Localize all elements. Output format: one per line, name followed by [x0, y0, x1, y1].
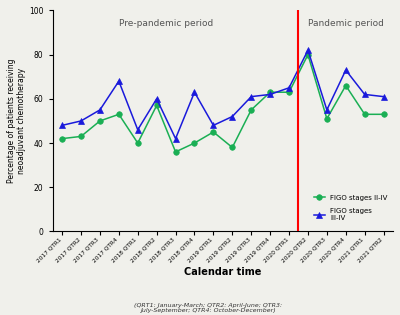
- FIGO stages
III-IV: [362, 93, 367, 96]
- FIGO stages
III-IV: [154, 97, 159, 101]
- FIGO stages II-IV: [98, 119, 102, 123]
- FIGO stages II-IV: [343, 84, 348, 88]
- FIGO stages
III-IV: [192, 90, 197, 94]
- FIGO stages
III-IV: [249, 95, 254, 99]
- FIGO stages
III-IV: [60, 123, 64, 127]
- FIGO stages II-IV: [60, 137, 64, 140]
- FIGO stages II-IV: [362, 112, 367, 116]
- FIGO stages
III-IV: [79, 119, 84, 123]
- FIGO stages II-IV: [230, 146, 235, 149]
- FIGO stages
III-IV: [343, 68, 348, 72]
- FIGO stages
III-IV: [287, 86, 292, 90]
- Legend: FIGO stages II-IV, FIGO stages
III-IV: FIGO stages II-IV, FIGO stages III-IV: [312, 192, 390, 224]
- FIGO stages
III-IV: [268, 93, 272, 96]
- Text: (QRT1: January-March; QTR2: April-June; QTR3:
July-September; QTR4: October-Dece: (QRT1: January-March; QTR2: April-June; …: [134, 303, 282, 313]
- FIGO stages
III-IV: [230, 115, 235, 118]
- FIGO stages II-IV: [79, 135, 84, 138]
- FIGO stages II-IV: [135, 141, 140, 145]
- FIGO stages II-IV: [192, 141, 197, 145]
- FIGO stages II-IV: [249, 108, 254, 112]
- FIGO stages II-IV: [154, 104, 159, 107]
- FIGO stages
III-IV: [324, 108, 329, 112]
- Text: Pre-pandemic period: Pre-pandemic period: [119, 19, 213, 28]
- FIGO stages II-IV: [287, 90, 292, 94]
- FIGO stages II-IV: [306, 53, 310, 56]
- FIGO stages II-IV: [381, 112, 386, 116]
- FIGO stages
III-IV: [98, 108, 102, 112]
- FIGO stages II-IV: [268, 90, 272, 94]
- FIGO stages II-IV: [173, 150, 178, 154]
- FIGO stages II-IV: [324, 117, 329, 121]
- FIGO stages
III-IV: [116, 79, 121, 83]
- FIGO stages
III-IV: [381, 95, 386, 99]
- FIGO stages II-IV: [116, 112, 121, 116]
- Y-axis label: Percentage of patients receiving
neoadjuvant chemotherapy: Percentage of patients receiving neoadju…: [7, 59, 26, 183]
- Text: Pandemic period: Pandemic period: [308, 19, 384, 28]
- FIGO stages
III-IV: [173, 137, 178, 140]
- Line: FIGO stages II-IV: FIGO stages II-IV: [59, 52, 386, 155]
- FIGO stages
III-IV: [211, 123, 216, 127]
- FIGO stages II-IV: [211, 130, 216, 134]
- Line: FIGO stages
III-IV: FIGO stages III-IV: [59, 47, 387, 142]
- X-axis label: Calendar time: Calendar time: [184, 266, 262, 277]
- FIGO stages
III-IV: [135, 128, 140, 132]
- FIGO stages
III-IV: [306, 48, 310, 52]
